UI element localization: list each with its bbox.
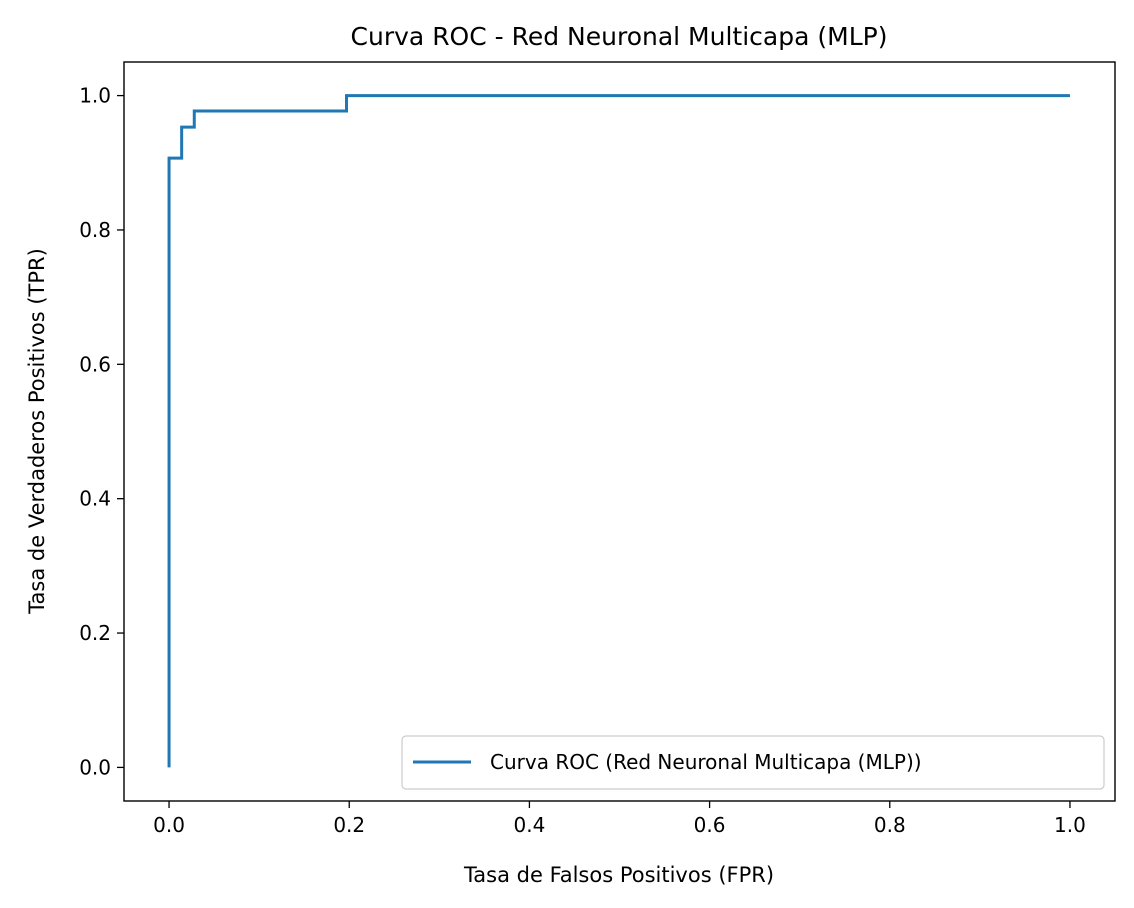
chart-title: Curva ROC - Red Neuronal Multicapa (MLP): [351, 22, 888, 51]
y-axis-ticks: 0.0 0.2 0.4 0.6 0.8 1.0: [79, 84, 124, 779]
y-tick-label: 0.0: [79, 755, 111, 779]
x-tick-label: 0.6: [694, 813, 726, 837]
x-axis-label: Tasa de Falsos Positivos (FPR): [463, 863, 774, 887]
axes-frame: [123, 61, 1116, 802]
series-layer: [167, 94, 1070, 768]
x-tick-label: 0.4: [514, 813, 546, 837]
x-tick-label: 0.8: [874, 813, 906, 837]
x-tick-label: 1.0: [1054, 813, 1086, 837]
x-tick-label: 0.0: [153, 813, 185, 837]
y-tick-label: 0.6: [79, 352, 111, 376]
legend-box: [401, 735, 1105, 790]
x-tick-label: 0.2: [333, 813, 365, 837]
y-tick-label: 0.4: [79, 487, 111, 511]
y-tick-label: 1.0: [79, 84, 111, 108]
x-axis-ticks: 0.0 0.2 0.4 0.6 0.8 1.0: [153, 801, 1086, 837]
y-tick-label: 0.8: [79, 218, 111, 242]
legend: Curva ROC (Red Neuronal Multicapa (MLP)): [401, 735, 1105, 790]
roc-curve-line: [167, 94, 1070, 768]
plot-area: [123, 61, 1116, 802]
y-axis-label: Tasa de Verdaderos Positivos (TPR): [25, 248, 49, 615]
legend-label: Curva ROC (Red Neuronal Multicapa (MLP)): [490, 750, 922, 774]
y-tick-label: 0.2: [79, 621, 111, 645]
